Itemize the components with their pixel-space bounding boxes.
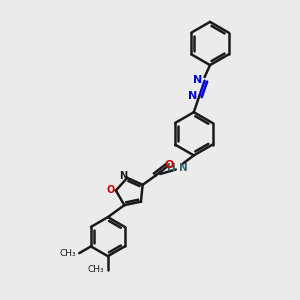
Text: CH₃: CH₃ — [88, 265, 104, 274]
Text: H: H — [167, 163, 176, 173]
Text: CH₃: CH₃ — [59, 249, 76, 258]
Text: N: N — [179, 163, 188, 173]
Text: N: N — [188, 91, 197, 101]
Text: O: O — [164, 160, 174, 170]
Text: N: N — [119, 171, 127, 182]
Text: O: O — [107, 185, 115, 196]
Text: N: N — [194, 75, 202, 85]
